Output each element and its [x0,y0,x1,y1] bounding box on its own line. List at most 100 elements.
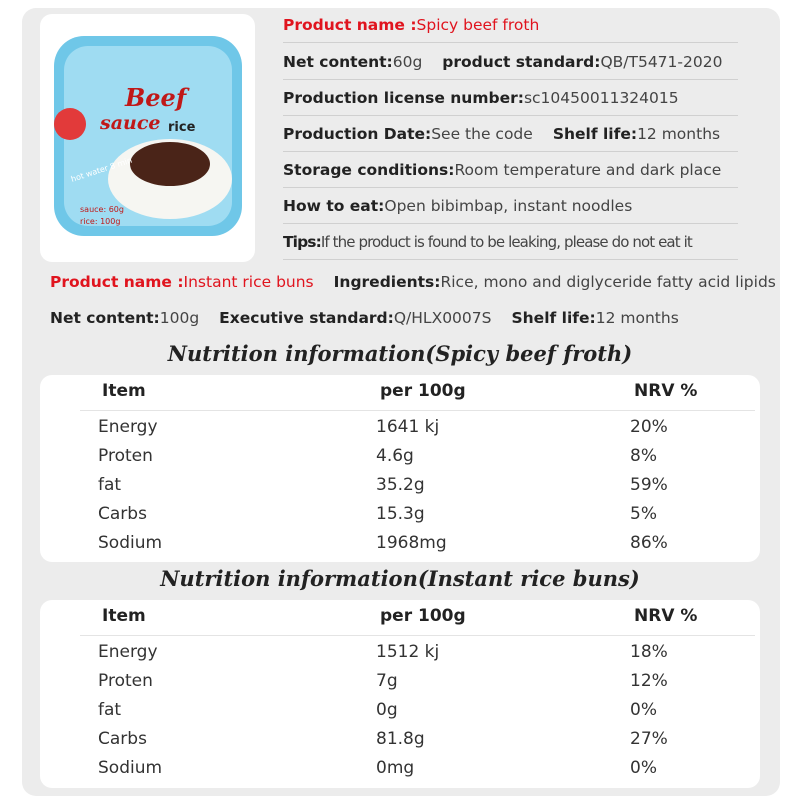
table-cell: Energy [98,417,158,437]
field-value: Rice, mono and diglyceride fatty acid li… [440,272,776,291]
table-cell: 8% [630,446,657,466]
field-value: Open bibimbap, instant noodles [384,196,633,215]
field-label: Product name : [50,272,184,291]
field-label: Net content: [50,308,160,327]
pkg-rice: rice: 100g [80,217,120,226]
table-cell: 5% [630,504,657,524]
table-cell: 1641 kj [376,417,440,437]
field: Production Date:See the code [283,124,533,143]
table-header: per 100g [380,381,466,401]
table-cell: 7g [376,671,398,691]
table-cell: 1968mg [376,533,447,553]
divider [283,223,738,224]
table-cell: 35.2g [376,475,425,495]
divider [283,259,738,260]
badge [54,108,86,140]
info-line: How to eat:Open bibimbap, instant noodle… [283,190,652,220]
field-value: Q/HLX0007S [393,308,492,327]
field: Shelf life:12 months [553,124,720,143]
info-line: Production Date:See the code Shelf life:1… [283,118,740,148]
field-value: See the code [431,124,533,143]
info-line: Product name :Spicy beef froth [283,9,559,39]
table-cell: Proten [98,671,153,691]
info-line: Product name :Instant rice buns Ingredien… [50,266,796,296]
table-cell: 20% [630,417,668,437]
table-header: per 100g [380,606,466,626]
field-label: Shelf life: [552,124,638,143]
beef-sauce [130,142,210,186]
table-cell: Proten [98,446,153,466]
table-title: Nutrition information(Spicy beef froth) [167,341,633,366]
divider [283,151,738,152]
field: Product name :Spicy beef froth [283,15,539,34]
table-header: NRV % [634,606,698,626]
field-label: How to eat: [283,196,385,215]
field-label: Executive standard: [219,308,394,327]
info-line: Production license number:sc104500113240… [283,82,699,112]
table-cell: fat [98,475,122,495]
info-line: Net content:100g Executive standard:Q/HLX… [50,302,699,332]
table-cell: 0mg [376,758,415,778]
field-value: QB/T5471-2020 [600,52,723,71]
field: product standard:QB/T5471-2020 [442,52,722,71]
field-value: 100g [159,308,200,327]
table-cell: 86% [630,533,668,553]
table-cell: 0% [630,758,657,778]
field-label: Product name : [283,15,417,34]
field: Storage conditions:Room temperature and … [283,160,721,179]
field-value: 60g [392,52,423,71]
field-value: 12 months [637,124,721,143]
field-value: Spicy beef froth [416,15,540,34]
table-cell: Energy [98,642,158,662]
table-cell: Carbs [98,729,147,749]
pkg-word: rice [168,120,196,135]
field: Net content:100g [50,308,199,327]
table-header: NRV % [634,381,698,401]
field: Production license number:sc104500113240… [283,88,679,107]
field: Net content:60g [283,52,422,71]
field-label: Production Date: [283,124,432,143]
table-header: Item [102,381,146,401]
field-value: Room temperature and dark place [454,160,722,179]
field-label: Production license number: [283,88,524,107]
pkg-brand: Beef [124,83,190,112]
pkg-sauce: sauce: 60g [80,205,124,214]
field: Tips:If the product is found to be leaki… [283,232,693,251]
package-illustration: Beef sauce rice hot water 8 min sauce: 6… [54,36,242,236]
info-line: Tips:If the product is found to be leaki… [283,226,712,256]
field: How to eat:Open bibimbap, instant noodle… [283,196,632,215]
table-cell: 59% [630,475,668,495]
divider [283,187,738,188]
table-cell: 27% [630,729,668,749]
info-line: Net content:60g product standard:QB/T5471… [283,46,742,76]
field-label: product standard: [442,52,601,71]
table-cell: Sodium [98,758,163,778]
field: Ingredients:Rice, mono and diglyceride f… [334,272,776,291]
table-box [40,600,760,788]
table-box [40,375,760,562]
table-cell: 81.8g [376,729,425,749]
table-cell: 4.6g [376,446,414,466]
divider [283,79,738,80]
field-label: Shelf life: [511,308,596,327]
field-label: Tips: [283,232,322,251]
table-cell: 0% [630,700,657,720]
table-cell: 15.3g [376,504,425,524]
table-cell: 18% [630,642,668,662]
table-cell: 1512 kj [376,642,440,662]
field: Shelf life:12 months [511,308,678,327]
header-divider [80,635,755,636]
field-label: Storage conditions: [283,160,455,179]
field-label: Ingredients: [333,272,441,291]
field-label: Net content: [283,52,393,71]
info-line: Storage conditions:Room temperature and … [283,154,741,184]
table-title: Nutrition information(Instant rice buns) [160,566,640,591]
table-cell: 0g [376,700,398,720]
table-cell: fat [98,700,122,720]
divider [283,42,738,43]
table-header: Item [102,606,146,626]
field: Product name :Instant rice buns [50,272,314,291]
field: Executive standard:Q/HLX0007S [219,308,491,327]
table-cell: Sodium [98,533,163,553]
